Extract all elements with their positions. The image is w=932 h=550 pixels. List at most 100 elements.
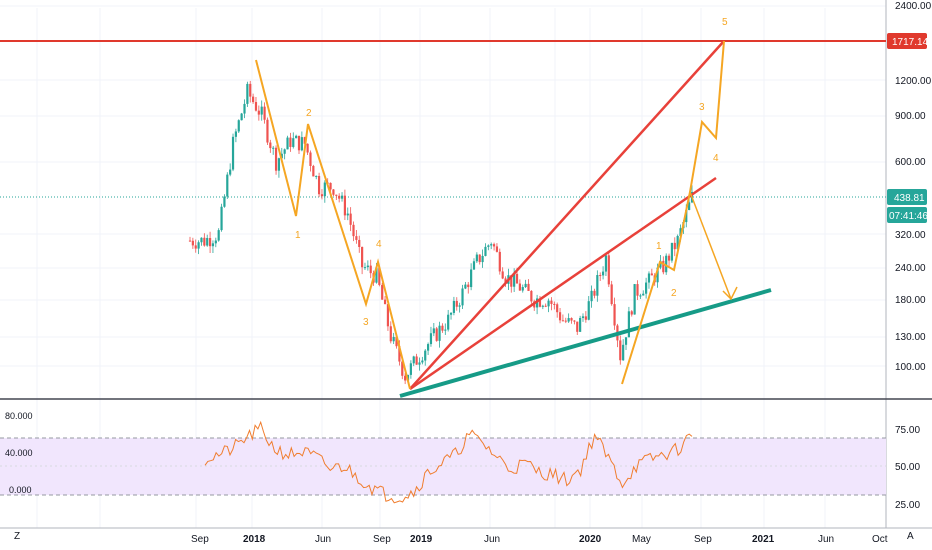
candle-body [415,356,418,365]
candle-body [266,119,269,143]
candle-body [452,300,456,313]
candle-body [386,304,390,327]
candle-body [383,299,387,305]
candle-body [521,287,524,291]
candle-body [306,143,309,153]
countdown-tag: 07:41:46 [887,207,928,223]
auto-scale-button[interactable]: A [907,531,914,542]
arrowhead-icon [722,286,738,301]
time-tick: Sep [191,534,209,545]
candle-body [257,110,260,115]
price-tag-resistance: 1717.14 [887,33,929,49]
candle-body [226,174,229,197]
price-tick: 240.00 [895,263,926,274]
time-axis[interactable]: Sep 2018 Jun Sep 2019 Jun 2020 May Sep 2… [191,534,888,545]
candle-body [604,255,608,272]
trendline-fan-upper[interactable] [409,40,725,390]
time-tick: 2018 [243,534,266,545]
candle-body [234,131,237,137]
candle-body [510,275,513,287]
candle-body [636,284,639,296]
candle-body [650,273,653,276]
candle-body [277,158,281,171]
elliott-wave-alternate[interactable] [689,191,732,300]
price-tick: 130.00 [895,332,926,343]
svg-text:07:41:46: 07:41:46 [889,211,928,222]
wave-label: 2 [671,288,677,299]
candle-body [495,246,499,252]
candle-body [274,147,278,171]
candle-body [667,255,671,261]
price-tick: 100.00 [895,362,926,373]
candle-body [665,255,668,273]
candle-body [570,318,573,321]
candle-body [352,224,355,237]
candle-body [596,275,599,296]
candle-body [558,312,562,321]
candle-body [576,321,579,332]
wave-label: 1 [656,241,662,252]
time-tick: 2021 [752,534,775,545]
candle-body [366,265,369,268]
price-tick: 900.00 [895,111,926,122]
candle-body [515,273,519,284]
candle-body [329,182,332,190]
rsi-right-axis[interactable]: 75.00 50.00 25.00 [895,425,920,511]
candle-body [263,106,266,120]
svg-text:438.81: 438.81 [894,193,925,204]
candle-body [455,300,458,307]
rsi-left-axis: 80.000 40.000 0.000 [5,411,33,495]
wave-labels: 1 2 3 4 1 2 3 4 5 [295,17,728,328]
candle-body [647,273,651,283]
candle-body [633,284,636,315]
candle-body [449,312,453,315]
candle-body [381,284,384,300]
candle-body [556,304,559,313]
candle-body [458,305,461,307]
candle-body [349,213,352,225]
rsi-band [0,438,886,495]
candle-body [315,175,318,177]
candle-body [197,242,200,249]
candle-body [441,325,444,331]
price-tick: 320.00 [895,230,926,241]
candle-body [547,300,550,307]
candle-body [343,195,347,216]
wave-label: 5 [722,17,728,28]
candle-body [378,267,381,285]
candle-body [461,288,464,306]
time-tick: 2019 [410,534,433,545]
timezone-button[interactable]: Z [14,531,21,542]
candle-body [412,356,415,364]
trendline-support[interactable] [399,288,772,398]
price-axis[interactable]: 2400.00 1200.00 900.00 600.00 320.00 240… [895,1,932,373]
candle-body [398,346,401,362]
candle-body [208,238,212,247]
candle-body [538,298,542,307]
candle-body [662,260,665,273]
candle-body [561,320,565,322]
elliott-wave-projection[interactable] [621,40,725,385]
elliott-wave-path[interactable] [255,59,411,390]
candle-body [323,182,326,197]
time-tick: Oct [872,534,888,545]
candle-body [673,242,676,250]
candle-body [358,239,361,247]
candle-body [498,251,501,272]
candle-body [627,311,630,338]
candle-body [613,304,616,326]
candle-body [346,213,349,216]
price-tick: 600.00 [895,157,926,168]
trendline-fan-lower[interactable] [409,176,717,391]
candle-body [472,261,476,270]
candle-body [401,361,404,376]
candle-body [206,238,209,246]
candle-body [424,350,427,361]
candle-body [659,260,662,268]
candle-body [490,244,493,246]
candle-body [229,169,232,175]
price-tick: 2400.00 [895,1,932,12]
candle-body [335,194,338,196]
candle-body [317,175,321,195]
